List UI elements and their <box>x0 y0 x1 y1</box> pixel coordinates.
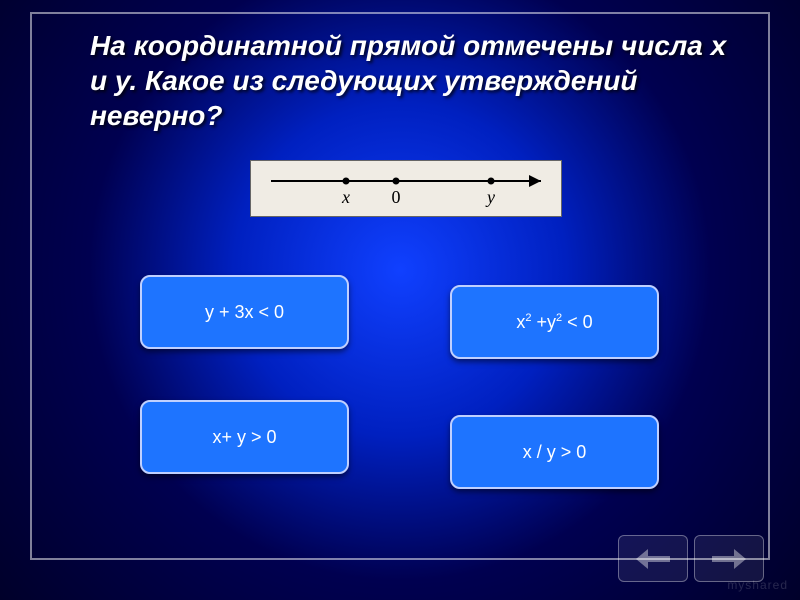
answer-option-a[interactable]: y + 3x < 0 <box>140 275 349 349</box>
nav-forward-button[interactable] <box>694 535 764 582</box>
numline-label-y: y <box>485 187 495 207</box>
slide: На координатной прямой отмечены числа x … <box>0 0 800 600</box>
number-line-figure: x 0 y <box>250 160 562 217</box>
answer-b-label: x2 +y2 < 0 <box>516 312 592 333</box>
number-line-svg: x 0 y <box>251 161 561 216</box>
answer-option-c[interactable]: x+ y > 0 <box>140 400 349 474</box>
answer-d-label: x / y > 0 <box>523 442 587 463</box>
answer-option-d[interactable]: x / y > 0 <box>450 415 659 489</box>
answer-option-b[interactable]: x2 +y2 < 0 <box>450 285 659 359</box>
arrow-right-icon <box>712 547 746 571</box>
numline-label-zero: 0 <box>392 187 401 207</box>
question-title: На координатной прямой отмечены числа x … <box>90 28 740 133</box>
answer-c-label: x+ y > 0 <box>212 427 276 448</box>
arrow-left-icon <box>636 547 670 571</box>
numline-label-x: x <box>341 187 350 207</box>
answer-a-label: y + 3x < 0 <box>205 302 284 323</box>
watermark-text: myshared <box>727 578 788 592</box>
nav-back-button[interactable] <box>618 535 688 582</box>
